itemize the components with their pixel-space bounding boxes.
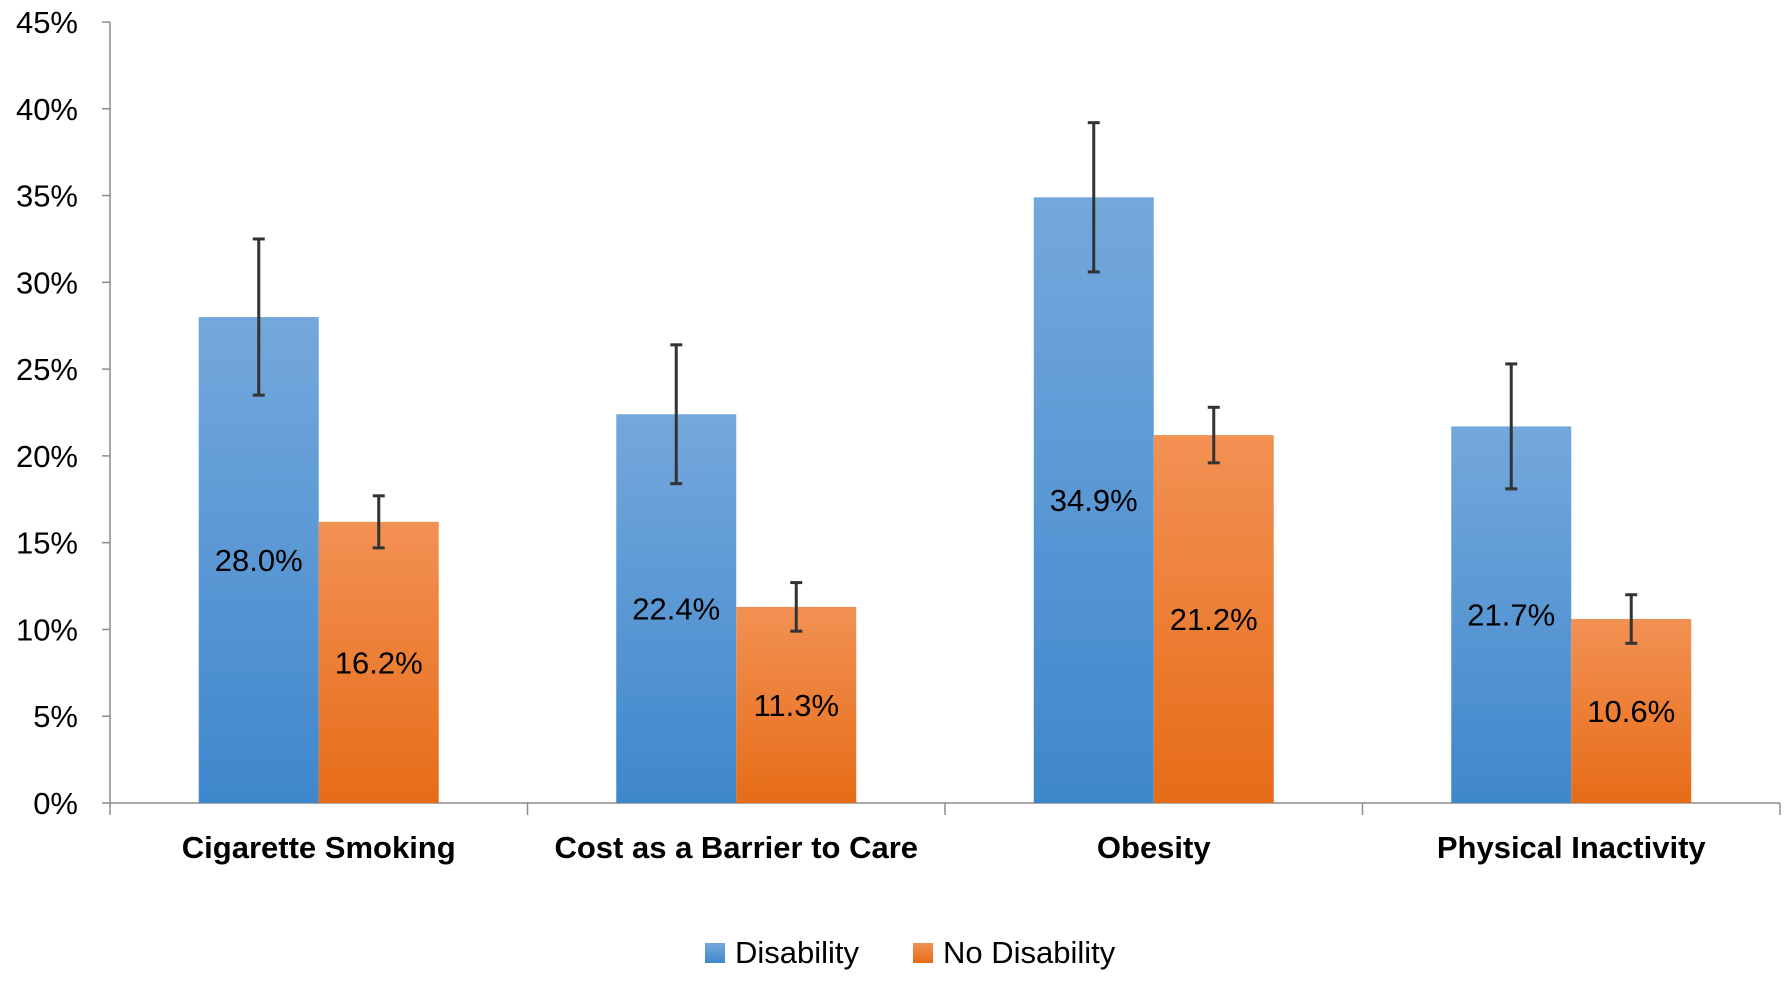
y-tick-label: 40% bbox=[16, 92, 78, 127]
data-label: 28.0% bbox=[215, 543, 303, 578]
y-tick-label: 45% bbox=[16, 5, 78, 40]
data-label: 34.9% bbox=[1050, 483, 1138, 518]
chart-error-bars bbox=[252, 121, 1638, 645]
bar-no-disability bbox=[318, 521, 439, 803]
y-tick-label: 25% bbox=[16, 352, 78, 387]
x-tick-label: Physical Inactivity bbox=[1437, 830, 1707, 865]
legend-label-no-disability: No Disability bbox=[943, 935, 1116, 970]
data-label: 11.3% bbox=[753, 688, 839, 723]
y-tick-label: 30% bbox=[16, 265, 78, 300]
chart-axes: 0% 5% 10% 15% 20% 25% 30% 35% 40% 45% Cigarette Sm… bbox=[16, 5, 1781, 865]
data-label: 10.6% bbox=[1587, 694, 1675, 729]
data-label: 16.2% bbox=[335, 645, 423, 680]
legend-swatch-disability bbox=[705, 943, 725, 963]
y-tick-label: 35% bbox=[16, 179, 78, 214]
x-tick-label: Obesity bbox=[1097, 830, 1211, 865]
legend-label-disability: Disability bbox=[735, 935, 860, 970]
y-tick-label: 10% bbox=[16, 612, 78, 647]
chart-bars bbox=[198, 197, 1692, 803]
bar-no-disability bbox=[1571, 619, 1692, 803]
y-tick-label: 5% bbox=[33, 699, 78, 734]
y-tick-label: 20% bbox=[16, 439, 78, 474]
x-tick-label: Cost as a Barrier to Care bbox=[554, 830, 918, 865]
y-tick-label: 0% bbox=[33, 786, 78, 821]
bar-disability bbox=[198, 317, 319, 803]
bar-no-disability bbox=[736, 606, 857, 803]
chart-data-labels: 28.0% 22.4% 34.9% 21.7% 16.2% 11.3% 21.2% 10.6% bbox=[215, 483, 1675, 729]
chart-legend: Disability No Disability bbox=[705, 935, 1116, 970]
data-label: 21.7% bbox=[1467, 598, 1555, 633]
data-label: 22.4% bbox=[632, 592, 720, 627]
y-tick-label: 15% bbox=[16, 526, 78, 561]
data-label: 21.2% bbox=[1170, 602, 1258, 637]
x-tick-label: Cigarette Smoking bbox=[182, 830, 456, 865]
bar-no-disability bbox=[1153, 435, 1274, 803]
legend-swatch-no-disability bbox=[913, 943, 933, 963]
bar-disability bbox=[1033, 197, 1154, 803]
